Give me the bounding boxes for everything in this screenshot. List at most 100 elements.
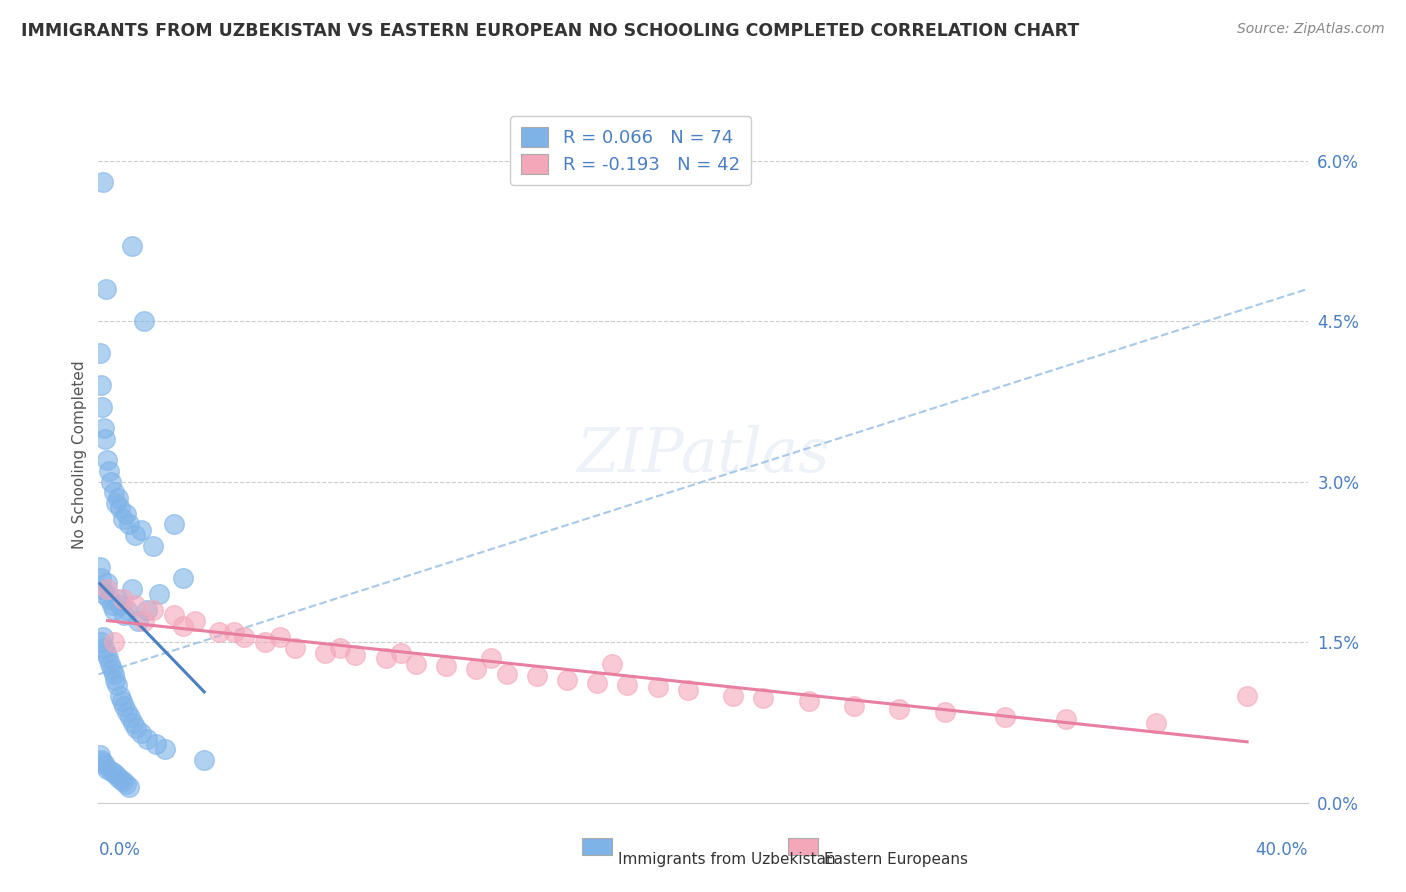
Point [434, 658, 457, 673]
Point [555, 673, 578, 687]
Point [90, 378, 112, 392]
Point [723, 689, 745, 703]
Point [98, 592, 121, 607]
Point [90, 753, 112, 767]
Point [602, 657, 624, 671]
Point [135, 603, 157, 617]
Point [107, 491, 129, 505]
Point [103, 667, 125, 681]
Point [145, 737, 167, 751]
Point [526, 669, 548, 683]
Point [100, 475, 122, 489]
Point [108, 501, 131, 516]
Point [118, 780, 141, 794]
Point [586, 676, 609, 690]
Point [889, 701, 911, 715]
Point [163, 517, 186, 532]
Point [100, 662, 122, 676]
Point [129, 726, 152, 740]
Point [844, 699, 866, 714]
Point [112, 608, 135, 623]
Point [91, 400, 114, 414]
Point [193, 753, 215, 767]
Point [752, 690, 775, 705]
Text: IMMIGRANTS FROM UZBEKISTAN VS EASTERN EUROPEAN NO SCHOOLING COMPLETED CORRELATIO: IMMIGRANTS FROM UZBEKISTAN VS EASTERN EU… [21, 22, 1080, 40]
Point [120, 710, 142, 724]
Point [94, 282, 117, 296]
Point [253, 635, 276, 649]
Point [103, 485, 125, 500]
Point [112, 699, 135, 714]
Point [108, 772, 131, 787]
Point [184, 614, 207, 628]
Point [647, 680, 669, 694]
Point [100, 764, 122, 778]
Point [111, 592, 134, 607]
Point [797, 694, 820, 708]
Point [96, 762, 118, 776]
Point [934, 705, 956, 719]
Point [104, 496, 127, 510]
Point [105, 769, 128, 783]
Point [148, 587, 170, 601]
Legend: R = 0.066   N = 74, R = -0.193   N = 42: R = 0.066 N = 74, R = -0.193 N = 42 [510, 116, 751, 185]
Point [676, 683, 699, 698]
Point [125, 721, 148, 735]
Point [129, 523, 152, 537]
Point [100, 598, 122, 612]
Point [224, 624, 246, 639]
Text: 40.0%: 40.0% [1256, 841, 1308, 859]
Bar [787, 838, 818, 855]
Text: Immigrants from Uzbekistan: Immigrants from Uzbekistan [619, 852, 837, 866]
Point [94, 432, 117, 446]
Point [127, 614, 149, 628]
Point [91, 755, 114, 769]
Point [118, 517, 141, 532]
Point [111, 694, 134, 708]
Point [314, 646, 336, 660]
Point [97, 651, 120, 665]
Point [1054, 712, 1077, 726]
Point [108, 598, 131, 612]
Point [93, 587, 115, 601]
Point [91, 630, 114, 644]
Point [616, 678, 638, 692]
Point [103, 765, 125, 780]
Point [284, 640, 307, 655]
Point [122, 715, 145, 730]
Point [108, 689, 131, 703]
Point [344, 648, 367, 662]
Point [89, 560, 111, 574]
Point [96, 576, 118, 591]
Point [389, 646, 412, 660]
Point [103, 635, 125, 649]
Point [89, 346, 111, 360]
Text: 0.0%: 0.0% [98, 841, 141, 859]
Point [96, 646, 118, 660]
Point [96, 582, 118, 596]
Point [98, 464, 121, 478]
Point [114, 507, 136, 521]
Point [153, 742, 176, 756]
Point [374, 651, 396, 665]
Point [132, 614, 155, 628]
Point [105, 592, 128, 607]
Point [89, 747, 111, 762]
Point [405, 657, 427, 671]
Point [111, 512, 134, 526]
Point [142, 539, 165, 553]
Point [465, 662, 488, 676]
Point [1236, 689, 1258, 703]
Point [98, 657, 121, 671]
Point [115, 603, 138, 617]
Point [124, 598, 146, 612]
Text: ZIPatlas: ZIPatlas [576, 425, 830, 485]
Point [495, 667, 517, 681]
Point [121, 239, 143, 253]
Point [90, 571, 112, 585]
Point [94, 758, 117, 772]
Point [994, 710, 1017, 724]
Y-axis label: No Schooling Completed: No Schooling Completed [72, 360, 87, 549]
Point [124, 528, 146, 542]
Point [269, 630, 291, 644]
